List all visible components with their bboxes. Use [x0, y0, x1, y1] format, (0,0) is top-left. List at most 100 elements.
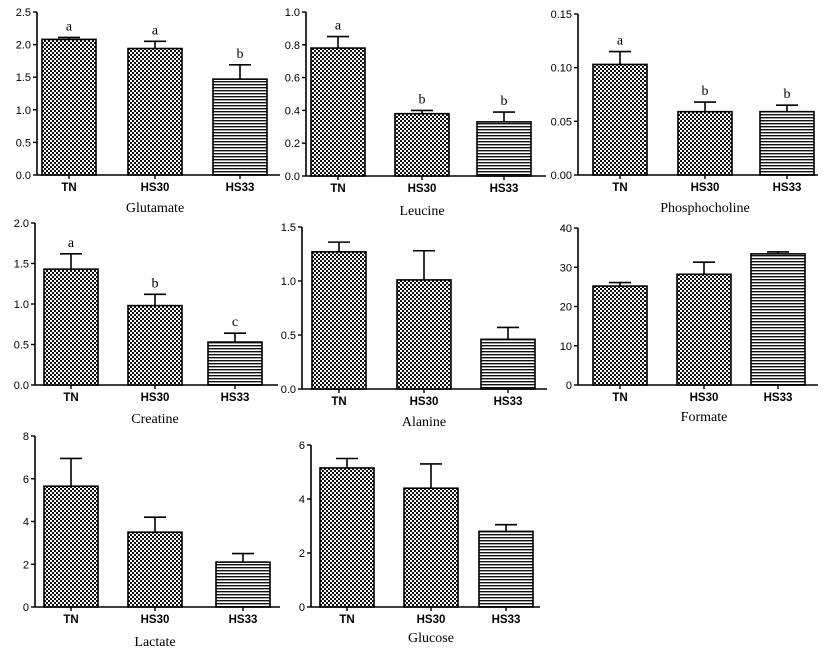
x-tick-label: HS33: [226, 182, 255, 194]
y-tick-label: 20: [560, 302, 572, 314]
bar-hs30: [403, 487, 459, 608]
y-tick-label: 1.5: [14, 259, 29, 271]
x-tick-label: HS33: [764, 392, 793, 404]
y-tick-label: 0.0: [14, 380, 29, 392]
panel-phosphocholine: 0.00 0.05 0.10 0.15 TN a HS30 b HS33 b Phosphochol…: [551, 9, 818, 216]
significance-letter: a: [68, 236, 75, 251]
panel-title: Glutamate: [126, 201, 184, 216]
y-tick-label: 1.5: [281, 222, 296, 234]
bar-hs33: [759, 110, 815, 176]
x-tick-label: HS30: [417, 614, 446, 626]
panel-title: Phosphocholine: [660, 201, 749, 216]
y-tick-label: 6: [299, 440, 305, 452]
significance-letter: a: [66, 19, 73, 34]
bar-hs33: [215, 561, 271, 608]
significance-letter: c: [232, 315, 238, 330]
y-tick-label: 4: [23, 517, 29, 529]
x-tick-label: HS30: [690, 392, 719, 404]
significance-letter: b: [784, 87, 791, 102]
panel-title: Formate: [681, 410, 728, 425]
x-tick-label: TN: [331, 396, 346, 408]
significance-letter: b: [419, 92, 426, 107]
bar-hs33: [480, 338, 536, 390]
y-tick-label: 6: [23, 474, 29, 486]
y-tick-label: 10: [560, 341, 572, 353]
y-tick-label: 0.5: [14, 340, 29, 352]
y-tick-label: 0.8: [285, 40, 300, 52]
y-tick-label: 40: [560, 223, 572, 235]
bar-hs30: [677, 110, 733, 176]
y-tick-label: 0.15: [551, 9, 572, 21]
y-tick-label: 1.0: [16, 105, 31, 117]
y-tick-label: 0.05: [551, 116, 572, 128]
y-tick-label: 0.6: [285, 73, 300, 85]
x-tick-label: HS33: [229, 614, 258, 626]
bar-hs30: [127, 304, 183, 386]
bar-tn: [41, 38, 97, 176]
panel-glutamate: 0.0 0.5 1.0 1.5 2.0 2.5 TN a HS30 a HS33 b Glutamate: [16, 7, 280, 216]
bar-hs33: [750, 253, 806, 386]
panel-leucine: 0.0 0.2 0.4 0.6 0.8 1.0 TN a HS30 b HS33 b Leucine: [285, 7, 546, 219]
significance-letter: a: [152, 23, 159, 38]
significance-letter: a: [335, 19, 342, 34]
x-tick-label: TN: [339, 614, 354, 626]
panel-title: Lactate: [134, 635, 175, 650]
significance-letter: b: [501, 94, 508, 109]
x-tick-label: HS33: [773, 182, 802, 194]
y-tick-label: 1.5: [16, 72, 31, 84]
panel-alanine: 0.0 0.5 1.0 1.5 TN HS30 HS33 Alanine: [281, 222, 547, 430]
y-tick-label: 0.5: [16, 137, 31, 149]
x-tick-label: HS30: [141, 182, 170, 194]
y-tick-label: 1.0: [281, 276, 296, 288]
panel-glucose: 0 2 4 6 TN HS30 HS33 Glucose: [299, 440, 540, 646]
x-tick-label: HS30: [141, 614, 170, 626]
x-tick-label: HS30: [691, 182, 720, 194]
bar-tn: [310, 47, 366, 177]
panel-creatine: 0.0 0.5 1.0 1.5 2.0 TN a HS30 b HS33 c Creatine: [14, 218, 278, 427]
x-tick-label: TN: [612, 182, 627, 194]
y-tick-label: 0.2: [285, 138, 300, 150]
y-tick-label: 0.10: [551, 63, 572, 75]
x-tick-label: HS30: [410, 396, 439, 408]
y-tick-label: 0.00: [551, 170, 572, 182]
x-tick-label: HS33: [490, 183, 519, 195]
y-tick-label: 2.5: [16, 7, 31, 19]
y-tick-label: 4: [299, 494, 305, 506]
panel-lactate: 0 2 4 6 8 TN HS30 HS33 Lactate: [23, 431, 280, 650]
y-tick-label: 0.0: [281, 384, 296, 396]
x-tick-label: HS30: [408, 183, 437, 195]
y-tick-label: 0.5: [281, 330, 296, 342]
panel-formate: 0 10 20 30 40 TN HS30 HS33 Formate: [560, 223, 818, 425]
significance-letter: b: [152, 276, 159, 291]
bar-hs33: [476, 121, 532, 177]
bar-hs30: [394, 112, 450, 177]
panel-title: Leucine: [399, 204, 444, 219]
bar-tn: [592, 63, 648, 176]
y-tick-label: 2.0: [16, 40, 31, 52]
panel-title: Glucose: [408, 631, 454, 646]
x-tick-label: TN: [63, 392, 78, 404]
bar-tn: [592, 285, 648, 386]
bar-hs30: [127, 531, 183, 608]
bar-hs30: [676, 273, 732, 386]
bar-hs33: [207, 341, 263, 386]
x-tick-label: TN: [330, 183, 345, 195]
bar-hs30: [396, 279, 452, 390]
bar-tn: [319, 467, 375, 608]
bar-tn: [43, 485, 99, 608]
bar-hs30: [127, 47, 183, 176]
y-tick-label: 1.0: [285, 7, 300, 19]
significance-letter: a: [617, 34, 624, 49]
x-tick-label: HS33: [221, 392, 250, 404]
y-tick-label: 0.0: [285, 171, 300, 183]
x-tick-label: HS30: [141, 392, 170, 404]
bar-hs33: [478, 530, 534, 608]
bar-tn: [311, 251, 367, 390]
significance-letter: b: [702, 84, 709, 99]
y-tick-label: 2: [299, 548, 305, 560]
y-tick-label: 0.0: [16, 170, 31, 182]
y-tick-label: 0.4: [285, 105, 300, 117]
significance-letter: b: [237, 47, 244, 62]
y-tick-label: 0: [299, 602, 305, 614]
